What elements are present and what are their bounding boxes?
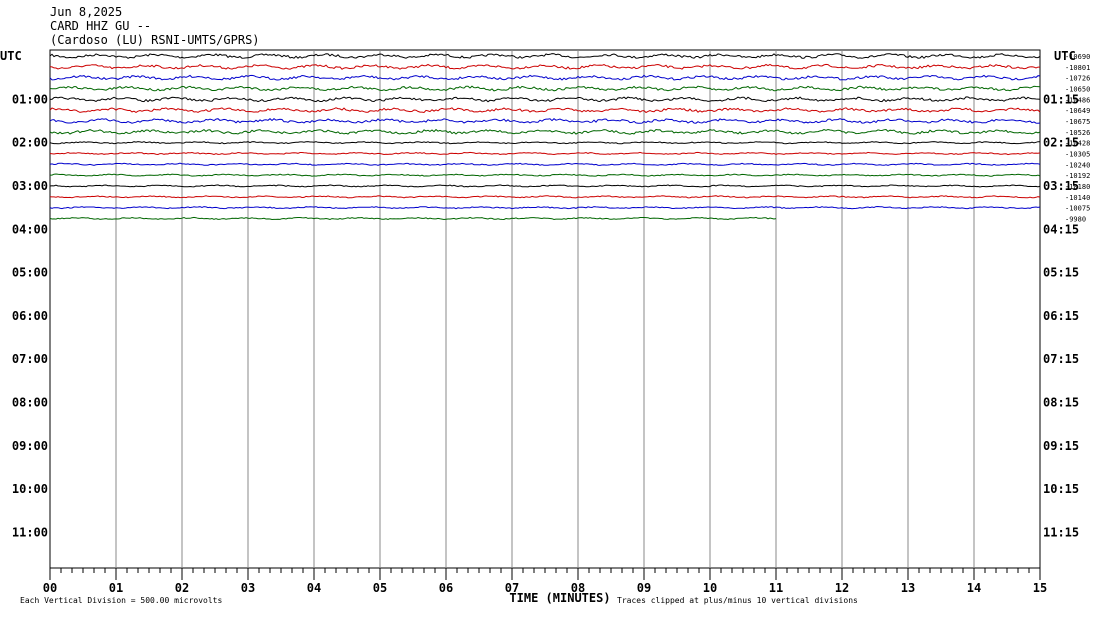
trace	[49, 184, 1041, 188]
x-tick-label: 00	[43, 581, 57, 595]
header-line: (Cardoso (LU) RSNI-UMTS/GPRS)	[50, 33, 260, 47]
x-tick-label: 01	[109, 581, 123, 595]
trace-offset: -10140	[1065, 194, 1090, 202]
trace	[49, 151, 1041, 156]
trace	[50, 173, 1041, 177]
right-hour-label: 02:15	[1043, 136, 1079, 150]
trace-offset: -10801	[1065, 64, 1090, 72]
x-tick-label: 03	[241, 581, 255, 595]
trace	[49, 162, 1041, 166]
trace	[49, 128, 1041, 135]
trace-offset: -10305	[1065, 150, 1090, 158]
x-tick-label: 04	[307, 581, 321, 595]
trace	[49, 107, 1041, 114]
right-hour-label: 11:15	[1043, 526, 1079, 540]
right-hour-label: 01:15	[1043, 92, 1079, 106]
x-tick-label: 06	[439, 581, 453, 595]
trace-offset: -9980	[1065, 215, 1086, 223]
trace-offset: -10649	[1065, 107, 1090, 115]
right-hour-label: 09:15	[1043, 439, 1079, 453]
trace	[49, 118, 1041, 124]
left-axis-title: UTC	[0, 49, 22, 63]
x-tick-label: 10	[703, 581, 717, 595]
trace-offset: -10192	[1065, 172, 1090, 180]
trace	[49, 53, 1041, 59]
trace	[49, 74, 1041, 81]
left-hour-label: 03:00	[12, 179, 48, 193]
left-hour-label: 09:00	[12, 439, 48, 453]
trace	[49, 195, 1041, 199]
trace	[49, 205, 1041, 210]
x-axis-title: TIME (MINUTES)	[509, 591, 610, 605]
right-hour-label: 07:15	[1043, 352, 1079, 366]
trace-offset: -10075	[1065, 205, 1090, 213]
trace	[49, 85, 1041, 92]
footer-scale: Each Vertical Division = 500.00 microvol…	[20, 596, 222, 605]
header-line: CARD HHZ GU --	[50, 19, 151, 33]
left-hour-label: 08:00	[12, 396, 48, 410]
x-tick-label: 05	[373, 581, 387, 595]
x-tick-label: 02	[175, 581, 189, 595]
left-hour-label: 05:00	[12, 266, 48, 280]
x-tick-label: 14	[967, 581, 981, 595]
left-hour-label: 01:00	[12, 92, 48, 106]
right-axis-title: UTC	[1054, 49, 1076, 63]
x-tick-label: 15	[1033, 581, 1047, 595]
left-hour-label: 06:00	[12, 309, 48, 323]
right-hour-label: 04:15	[1043, 222, 1079, 236]
left-hour-label: 07:00	[12, 352, 48, 366]
footer-clip: Traces clipped at plus/minus 10 vertical…	[617, 596, 858, 605]
trace-offset: -10428	[1065, 140, 1090, 148]
left-hour-label: 04:00	[12, 222, 48, 236]
trace-offset: -10180	[1065, 183, 1090, 191]
left-hour-label: 02:00	[12, 136, 48, 150]
right-hour-label: 08:15	[1043, 396, 1079, 410]
plot-frame	[49, 49, 1041, 569]
trace	[49, 141, 1041, 145]
trace-offset: -10726	[1065, 75, 1090, 83]
x-tick-label: 08	[571, 581, 585, 595]
right-hour-label: 06:15	[1043, 309, 1079, 323]
trace	[49, 96, 1041, 103]
x-tick-label: 13	[901, 581, 915, 595]
x-tick-label: 07	[505, 581, 519, 595]
trace-offset: -10486	[1065, 96, 1090, 104]
trace-offset: -10240	[1065, 161, 1090, 169]
trace-offset: -10650	[1065, 85, 1090, 93]
right-hour-label: 03:15	[1043, 179, 1079, 193]
trace-offset: -10690	[1065, 53, 1090, 61]
right-hour-label: 05:15	[1043, 266, 1079, 280]
trace-offset: -10526	[1065, 129, 1090, 137]
right-hour-label: 10:15	[1043, 482, 1079, 496]
trace-offset: -10675	[1065, 118, 1090, 126]
x-tick-label: 11	[769, 581, 783, 595]
x-tick-label: 09	[637, 581, 651, 595]
trace	[49, 216, 777, 221]
left-hour-label: 10:00	[12, 482, 48, 496]
header-line: Jun 8,2025	[50, 5, 122, 19]
left-hour-label: 11:00	[12, 526, 48, 540]
x-tick-label: 12	[835, 581, 849, 595]
trace	[49, 63, 1040, 70]
